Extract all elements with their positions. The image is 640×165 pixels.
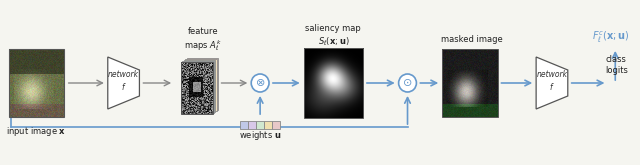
Text: class
logits: class logits bbox=[605, 55, 628, 75]
Text: saliency map
$S_{\ell}(\mathbf{x}; \mathbf{u})$: saliency map $S_{\ell}(\mathbf{x}; \math… bbox=[305, 24, 361, 48]
FancyBboxPatch shape bbox=[256, 121, 264, 129]
Text: network
$f$: network $f$ bbox=[536, 70, 568, 92]
FancyBboxPatch shape bbox=[248, 121, 256, 129]
FancyBboxPatch shape bbox=[186, 58, 218, 110]
Polygon shape bbox=[536, 57, 568, 109]
Text: input image $\mathbf{x}$: input image $\mathbf{x}$ bbox=[6, 125, 67, 137]
Text: $F_{\ell}^{c}(\mathbf{x}; \mathbf{u})$: $F_{\ell}^{c}(\mathbf{x}; \mathbf{u})$ bbox=[591, 29, 629, 45]
Text: $\otimes$: $\otimes$ bbox=[255, 78, 265, 88]
Text: feature
maps $A_{\ell}^{k}$: feature maps $A_{\ell}^{k}$ bbox=[184, 27, 221, 53]
FancyBboxPatch shape bbox=[184, 60, 216, 112]
Circle shape bbox=[252, 74, 269, 92]
Text: $\odot$: $\odot$ bbox=[403, 78, 413, 88]
Text: weights $\mathbf{u}$: weights $\mathbf{u}$ bbox=[239, 129, 282, 142]
Text: network
$f$: network $f$ bbox=[108, 70, 139, 92]
Circle shape bbox=[399, 74, 417, 92]
Polygon shape bbox=[108, 57, 140, 109]
Text: masked image: masked image bbox=[441, 35, 502, 45]
FancyBboxPatch shape bbox=[241, 121, 248, 129]
FancyBboxPatch shape bbox=[185, 59, 217, 111]
FancyBboxPatch shape bbox=[182, 61, 214, 113]
FancyBboxPatch shape bbox=[264, 121, 272, 129]
FancyBboxPatch shape bbox=[272, 121, 280, 129]
